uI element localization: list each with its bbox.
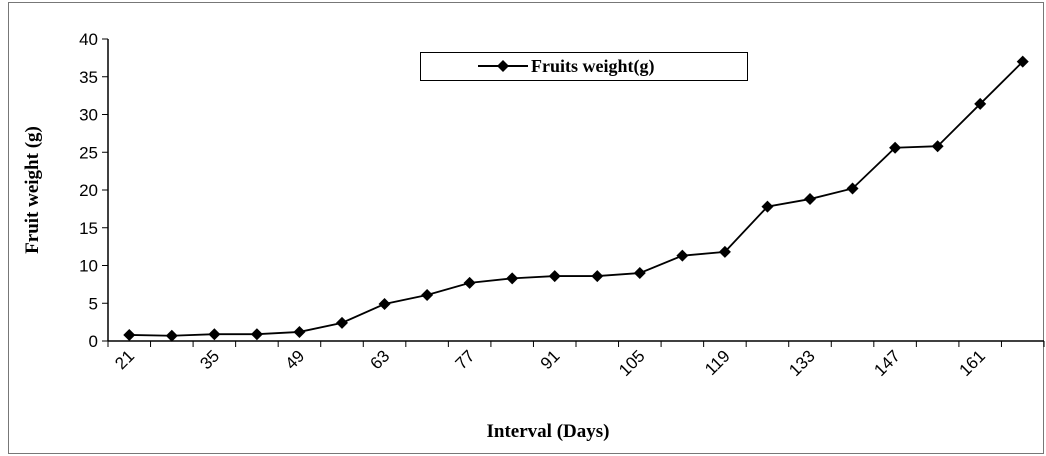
y-tick-label: 20 bbox=[79, 181, 98, 200]
data-point bbox=[718, 245, 731, 258]
data-point bbox=[165, 329, 178, 342]
legend-label: Fruits weight(g) bbox=[531, 56, 654, 77]
y-tick-label: 0 bbox=[89, 332, 98, 351]
legend: Fruits weight(g) bbox=[420, 52, 748, 81]
data-point bbox=[931, 140, 944, 153]
data-point bbox=[336, 316, 348, 329]
data-point bbox=[208, 328, 221, 341]
data-point bbox=[1016, 55, 1029, 68]
data-point bbox=[548, 270, 561, 283]
data-line bbox=[129, 61, 1024, 337]
data-point bbox=[633, 267, 646, 280]
data-point bbox=[974, 97, 987, 110]
data-point bbox=[378, 298, 391, 311]
y-tick-label: 30 bbox=[79, 106, 98, 125]
legend-marker bbox=[497, 60, 509, 72]
data-point bbox=[250, 328, 263, 341]
data-point bbox=[846, 182, 859, 195]
data-point bbox=[293, 325, 306, 338]
data-point bbox=[463, 276, 476, 289]
data-point bbox=[804, 193, 816, 206]
legend-box bbox=[420, 52, 748, 81]
y-tick-label: 40 bbox=[79, 30, 98, 49]
y-axis-title: Fruit weight (g) bbox=[22, 126, 43, 254]
data-point bbox=[889, 141, 902, 154]
data-point bbox=[676, 249, 689, 262]
y-tick-label: 15 bbox=[79, 219, 98, 238]
data-point bbox=[123, 328, 136, 341]
data-point bbox=[591, 270, 604, 283]
y-tick-label: 35 bbox=[79, 68, 98, 87]
data-point bbox=[506, 272, 519, 285]
y-tick-label: 10 bbox=[79, 257, 98, 276]
data-point bbox=[761, 200, 774, 213]
x-axis-title: Interval (Days) bbox=[487, 421, 610, 442]
y-tick-label: 25 bbox=[79, 143, 98, 162]
y-tick-label: 5 bbox=[89, 294, 98, 313]
data-point bbox=[421, 288, 434, 301]
